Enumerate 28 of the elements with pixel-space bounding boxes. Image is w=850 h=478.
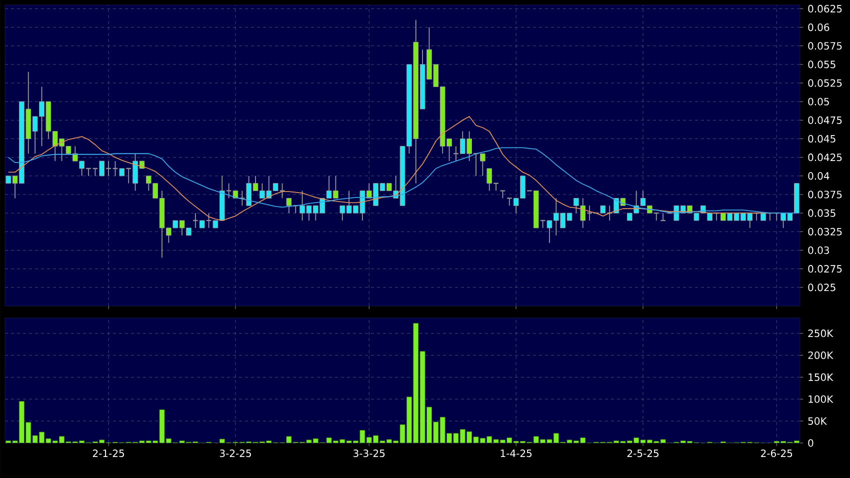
x-tick-label: 3-2-25	[220, 450, 251, 458]
y-tick-label: 0.025	[808, 284, 836, 292]
y-tick-label: 0.035	[808, 209, 836, 217]
y-tick-label: 0.0325	[808, 228, 842, 236]
y-tick-label: 0.06	[808, 23, 830, 32]
y-tick-label: 0.05	[808, 98, 829, 106]
x-tick-label: 2-1-25	[92, 450, 124, 458]
y-tick-label: 250K	[808, 330, 834, 338]
y-tick-label: 0.0275	[808, 265, 842, 273]
y-tick-label: 0.0575	[808, 42, 842, 50]
y-tick-label: 0.045	[808, 134, 836, 143]
y-tick-label: 0.0625	[808, 4, 842, 12]
y-tick-label: 0.0525	[808, 79, 842, 87]
x-tick-label: 2-5-25	[627, 450, 658, 458]
x-tick-label: 3-3-25	[354, 450, 385, 458]
y-tick-label: 150K	[808, 373, 834, 381]
y-tick-label: 0.04	[808, 172, 830, 180]
y-tick-label: 0.0375	[808, 190, 842, 198]
y-tick-label: 100K	[808, 395, 834, 403]
y-tick-label: 0.055	[808, 60, 836, 68]
y-tick-label: 0.0475	[808, 116, 842, 124]
y-tick-label: 50K	[808, 417, 828, 425]
y-tick-label: 0.0425	[808, 154, 842, 162]
y-tick-label: 0.03	[808, 246, 829, 254]
x-tick-label: 2-6-25	[761, 450, 792, 458]
y-tick-label: 200K	[808, 351, 834, 360]
x-tick-label: 1-4-25	[500, 450, 532, 458]
y-tick-label: 0	[808, 439, 814, 447]
